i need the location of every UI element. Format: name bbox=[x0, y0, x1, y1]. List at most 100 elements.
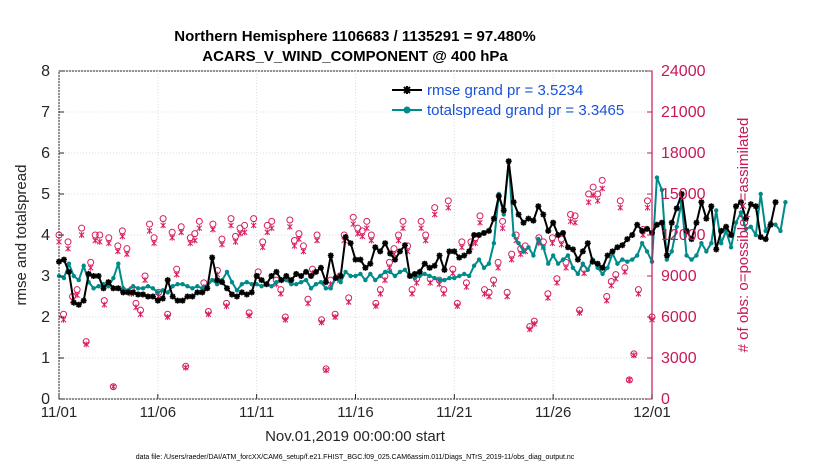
rmse-point bbox=[184, 293, 191, 300]
rmse-point bbox=[762, 236, 769, 243]
obs-assimilated-marker bbox=[377, 290, 384, 297]
obs-assimilated-marker bbox=[300, 248, 307, 255]
obs-possible-marker bbox=[227, 215, 235, 223]
obs-assimilated-marker bbox=[241, 229, 248, 236]
rmse-point bbox=[347, 240, 354, 247]
rmse-point bbox=[471, 232, 478, 238]
totalspread-point bbox=[580, 261, 586, 266]
obs-assimilated-marker bbox=[178, 229, 185, 236]
obs-assimilated-marker bbox=[87, 264, 94, 271]
obs-assimilated-marker bbox=[250, 222, 257, 229]
totalspread-point bbox=[718, 241, 724, 246]
obs-possible-marker bbox=[431, 204, 439, 212]
rmse-point bbox=[60, 256, 67, 263]
rmse-point bbox=[100, 285, 107, 292]
obs-possible-marker bbox=[571, 212, 579, 220]
rmse-point bbox=[461, 252, 468, 259]
obs-assimilated-marker bbox=[454, 303, 461, 310]
rmse-point bbox=[564, 244, 571, 251]
rmse-point bbox=[125, 289, 132, 296]
rmse-point bbox=[644, 225, 651, 232]
x-tick-label: 12/01 bbox=[633, 404, 671, 421]
left-tick-label: 7 bbox=[41, 104, 50, 121]
rmse-point bbox=[426, 264, 433, 271]
totalspread-point bbox=[121, 286, 126, 291]
chart-title: Northern Hemisphere 1106683 / 1135291 = … bbox=[174, 28, 536, 45]
totalspread-point bbox=[674, 224, 679, 229]
rmse-point bbox=[194, 289, 201, 296]
obs-assimilated-marker bbox=[640, 232, 646, 238]
obs-assimilated-marker bbox=[345, 298, 352, 305]
rmse-point bbox=[382, 240, 389, 247]
rmse-point bbox=[500, 207, 507, 214]
totalspread-point bbox=[135, 286, 141, 291]
rmse-point bbox=[283, 273, 290, 279]
obs-assimilated-marker bbox=[169, 234, 176, 241]
obs-assimilated-marker bbox=[644, 204, 651, 211]
obs-assimilated-marker bbox=[459, 244, 465, 251]
x-tick-label: 11/06 bbox=[140, 404, 176, 421]
obs-assimilated-marker bbox=[499, 225, 506, 232]
rmse-point bbox=[510, 199, 517, 206]
obs-assimilated-marker bbox=[164, 314, 171, 320]
obs-possible-marker bbox=[263, 221, 271, 229]
totalspread-point bbox=[471, 263, 477, 268]
totalspread-point bbox=[570, 265, 576, 270]
rmse-point bbox=[713, 246, 720, 253]
totalspread-point bbox=[308, 286, 314, 291]
x-axis-label: Nov.01,2019 00:00:00 start bbox=[265, 428, 446, 445]
obs-assimilated-marker bbox=[305, 300, 311, 307]
obs-possible-marker bbox=[146, 220, 154, 228]
obs-assimilated-marker bbox=[287, 223, 293, 230]
right-tick-label: 21000 bbox=[661, 104, 706, 121]
rmse-point bbox=[327, 252, 334, 259]
x-tick-label: 11/01 bbox=[41, 404, 77, 421]
rmse-point bbox=[451, 248, 458, 255]
rmse-point bbox=[737, 199, 744, 206]
totalspread-point bbox=[442, 277, 447, 283]
obs-assimilated-marker bbox=[590, 192, 597, 199]
totalspread-point bbox=[620, 257, 625, 262]
obs-possible-marker bbox=[589, 183, 597, 191]
rmse-point bbox=[560, 229, 567, 236]
rmse-point bbox=[416, 268, 423, 275]
obs-assimilated-marker bbox=[463, 283, 470, 290]
totalspread-point bbox=[783, 200, 788, 205]
obs-possible-marker bbox=[268, 217, 276, 225]
rmse-point bbox=[392, 256, 399, 263]
obs-assimilated-marker bbox=[350, 221, 357, 228]
totalspread-point bbox=[318, 279, 324, 285]
obs-assimilated-marker bbox=[228, 222, 234, 229]
rmse-point bbox=[574, 256, 581, 263]
totalspread-point bbox=[728, 245, 734, 250]
rmse-point bbox=[688, 236, 695, 243]
obs-assimilated-marker bbox=[599, 185, 606, 192]
obs-assimilated-marker bbox=[323, 367, 329, 374]
totalspread-point bbox=[229, 279, 235, 285]
totalspread-point bbox=[358, 271, 363, 277]
obs-assimilated-marker bbox=[291, 242, 298, 249]
left-tick-label: 2 bbox=[41, 309, 50, 326]
rmse-series bbox=[56, 158, 779, 308]
rmse-point bbox=[278, 277, 285, 284]
totalspread-point bbox=[259, 284, 264, 289]
rmse-point bbox=[263, 281, 270, 288]
rmse-point bbox=[678, 191, 685, 197]
obs-assimilated-marker bbox=[359, 233, 366, 240]
rmse-point bbox=[387, 250, 394, 257]
totalspread-point bbox=[486, 261, 492, 266]
obs-assimilated-marker bbox=[205, 311, 212, 318]
totalspread-point bbox=[560, 257, 566, 262]
obs-assimilated-marker bbox=[187, 240, 194, 247]
totalspread-point bbox=[368, 271, 373, 277]
totalspread-point bbox=[412, 275, 417, 281]
rmse-point bbox=[663, 252, 670, 259]
obs-assimilated-marker bbox=[449, 270, 456, 277]
obs-assimilated-marker bbox=[567, 218, 574, 225]
rmse-point bbox=[149, 293, 156, 300]
totalspread-point bbox=[303, 277, 309, 283]
left-tick-label: 3 bbox=[41, 268, 50, 285]
totalspread-point bbox=[209, 277, 215, 283]
rmse-point bbox=[174, 297, 181, 304]
obs-possible-marker bbox=[191, 230, 199, 238]
